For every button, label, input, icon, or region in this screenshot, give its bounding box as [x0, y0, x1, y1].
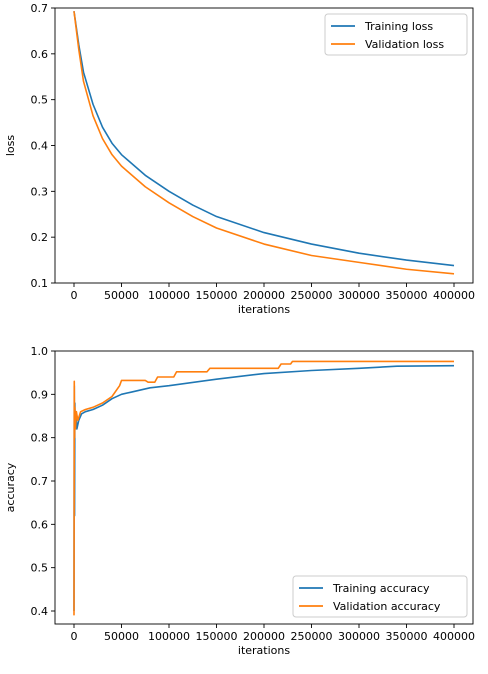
y-tick-label: 0.1 [31, 277, 49, 290]
x-tick-label: 0 [71, 289, 78, 302]
series-line-1 [73, 11, 455, 267]
series-line-2 [73, 360, 454, 616]
x-tick-label: 200000 [243, 630, 285, 643]
legend-label: Training loss [364, 20, 433, 33]
y-tick-label: 0.7 [31, 475, 49, 488]
series-line-2 [73, 11, 455, 275]
legend: Training accuracy Validation accuracy [292, 575, 468, 618]
x-tick-label: 400000 [433, 289, 475, 302]
y-tick-label: 0.2 [31, 231, 49, 244]
y-tick-label: 0.9 [31, 388, 49, 401]
chart-2: 0 50000 100000 150000 200000 250000 300000 3500… [4, 345, 475, 657]
x-tick-label: 0 [71, 630, 78, 643]
x-tick-label: 350000 [386, 630, 428, 643]
x-tick-label: 400000 [433, 630, 475, 643]
x-axis-label: iterations [238, 303, 290, 316]
y-axis-label: loss [4, 135, 17, 157]
legend-box [292, 575, 468, 618]
legend-label: Validation accuracy [333, 600, 441, 613]
legend-label: Training accuracy [332, 582, 430, 595]
y-tick-label: 0.4 [31, 140, 49, 153]
y-tick-label: 0.3 [31, 185, 49, 198]
x-tick-label: 250000 [291, 630, 333, 643]
legend-box [324, 13, 468, 56]
legend-label: Validation loss [365, 38, 444, 51]
x-tick-label: 350000 [386, 289, 428, 302]
y-tick-label: 1.0 [31, 345, 49, 358]
x-tick-label: 300000 [338, 289, 380, 302]
y-tick-label: 0.6 [31, 48, 49, 61]
chart-1: 0 50000 100000 150000 200000 250000 300000 3500… [4, 2, 475, 316]
y-tick-label: 0.7 [31, 2, 49, 15]
x-tick-label: 50000 [104, 630, 139, 643]
y-tick-label: 0.8 [31, 432, 49, 445]
x-tick-label: 150000 [196, 289, 238, 302]
y-tick-label: 0.6 [31, 518, 49, 531]
x-axis-label: iterations [238, 644, 290, 657]
y-tick-label: 0.5 [31, 94, 49, 107]
x-tick-label: 100000 [148, 630, 190, 643]
series-line-1 [73, 364, 455, 612]
x-tick-label: 50000 [104, 289, 139, 302]
y-tick-label: 0.5 [31, 562, 49, 575]
x-tick-label: 100000 [148, 289, 190, 302]
y-axis-label: accuracy [4, 462, 17, 512]
legend: Training loss Validation loss [324, 13, 468, 56]
x-tick-label: 250000 [291, 289, 333, 302]
x-tick-label: 300000 [338, 630, 380, 643]
x-tick-label: 200000 [243, 289, 285, 302]
y-tick-label: 0.4 [31, 605, 49, 618]
x-tick-label: 150000 [196, 630, 238, 643]
